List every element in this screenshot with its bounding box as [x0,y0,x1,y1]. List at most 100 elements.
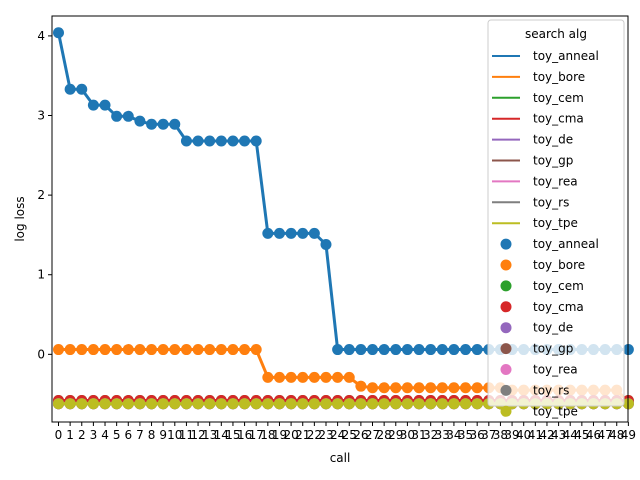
data-point-toy-tpe [180,398,192,410]
x-tick-label: 3 [90,428,98,442]
data-point-toy-bore [53,344,64,356]
data-point-toy-anneal [285,227,297,239]
x-tick-label: 5 [113,428,121,442]
legend-marker-toy-cem [500,280,512,292]
data-point-toy-anneal [99,99,111,111]
data-point-toy-tpe [53,398,64,410]
data-point-toy-anneal [204,135,216,147]
data-point-toy-bore [250,344,262,356]
x-tick-label: 26 [353,428,368,442]
data-point-toy-bore [192,344,204,356]
y-tick-label: 1 [37,268,45,282]
data-point-toy-tpe [320,398,332,410]
legend-label: toy_cma [533,112,584,126]
x-tick-label: 43 [551,428,566,442]
data-point-toy-bore [99,344,111,356]
data-point-toy-anneal [273,227,285,239]
x-tick-label: 23 [318,428,333,442]
x-tick-label: 0 [55,428,63,442]
x-tick-label: 41 [528,428,543,442]
data-point-toy-bore [204,344,216,356]
x-tick-label: 49 [621,428,636,442]
data-point-toy-anneal [192,135,204,147]
data-point-toy-anneal [343,344,355,356]
x-tick-label: 19 [272,428,287,442]
data-point-toy-bore [343,371,355,383]
data-point-toy-bore [320,371,332,383]
data-point-toy-anneal [448,344,460,356]
data-point-toy-bore [262,371,274,383]
data-point-toy-tpe [204,398,216,410]
x-tick-label: 39 [504,428,519,442]
data-point-toy-tpe [378,398,390,410]
data-point-toy-bore [76,344,88,356]
data-point-toy-bore [64,344,76,356]
data-point-toy-anneal [239,135,251,147]
x-tick-label: 20 [283,428,298,442]
data-point-toy-anneal [250,135,262,147]
x-tick-label: 42 [539,428,554,442]
legend-marker-toy-cma [500,301,512,313]
data-point-toy-anneal [401,344,413,356]
data-point-toy-bore [413,382,425,394]
x-tick-label: 47 [597,428,612,442]
legend-marker-toy-rs [500,384,512,396]
x-tick-label: 4 [101,428,109,442]
legend-label: toy_tpe [533,216,578,230]
x-tick-label: 30 [400,428,415,442]
legend-label: toy_rea [533,363,578,377]
data-point-toy-anneal [134,115,146,127]
data-point-toy-anneal [436,344,448,356]
legend-title: search alg [525,27,587,41]
x-tick-label: 16 [237,428,252,442]
data-point-toy-tpe [169,398,181,410]
legend-label: toy_rs [533,195,569,209]
data-point-toy-anneal [378,344,390,356]
x-tick-label: 45 [574,428,589,442]
x-tick-label: 10 [167,428,182,442]
legend-label: toy_bore [533,70,585,84]
x-tick-label: 14 [214,428,229,442]
data-point-toy-bore [169,344,181,356]
data-point-toy-tpe [343,398,355,410]
x-tick-label: 35 [458,428,473,442]
data-point-toy-bore [134,344,146,356]
y-tick-label: 4 [37,29,45,43]
x-tick-label: 13 [202,428,217,442]
legend-label: toy_gp [533,154,573,168]
data-point-toy-bore [297,371,309,383]
data-point-toy-tpe [250,398,262,410]
y-axis: 0 1 2 3 4 [37,29,52,361]
data-point-toy-tpe [297,398,309,410]
x-tick-label: 48 [609,428,624,442]
legend-label: toy_rea [533,174,578,188]
y-axis-label: log loss [13,196,27,241]
data-point-toy-tpe [401,398,413,410]
x-tick-label: 25 [342,428,357,442]
x-tick-label: 7 [136,428,144,442]
legend-label: toy_anneal [533,237,599,251]
data-point-toy-tpe [215,398,227,410]
x-tick-label: 40 [516,428,531,442]
x-tick-label: 46 [586,428,601,442]
x-axis: 0 1 2 3 4 5 6 7 8 9 101112131415161718192021222324… [55,422,636,442]
data-point-toy-tpe [413,398,425,410]
data-point-toy-tpe [111,398,123,410]
data-point-toy-tpe [390,398,402,410]
data-point-toy-anneal [53,27,64,39]
x-tick-label: 36 [470,428,485,442]
legend-marker-toy-de [500,322,512,334]
x-tick-label: 27 [365,428,380,442]
data-point-toy-anneal [390,344,402,356]
x-tick-label: 37 [481,428,496,442]
data-point-toy-tpe [134,398,146,410]
data-point-toy-bore [146,344,158,356]
legend-label: toy_rs [533,383,569,397]
data-point-toy-tpe [239,398,251,410]
legend: search alg toy_anneal toy_bore toy_cem toy_c… [487,19,625,418]
data-point-toy-tpe [76,398,88,410]
data-point-toy-tpe [192,398,204,410]
data-point-toy-anneal [460,344,472,356]
legend-marker-toy-rea [500,364,512,375]
